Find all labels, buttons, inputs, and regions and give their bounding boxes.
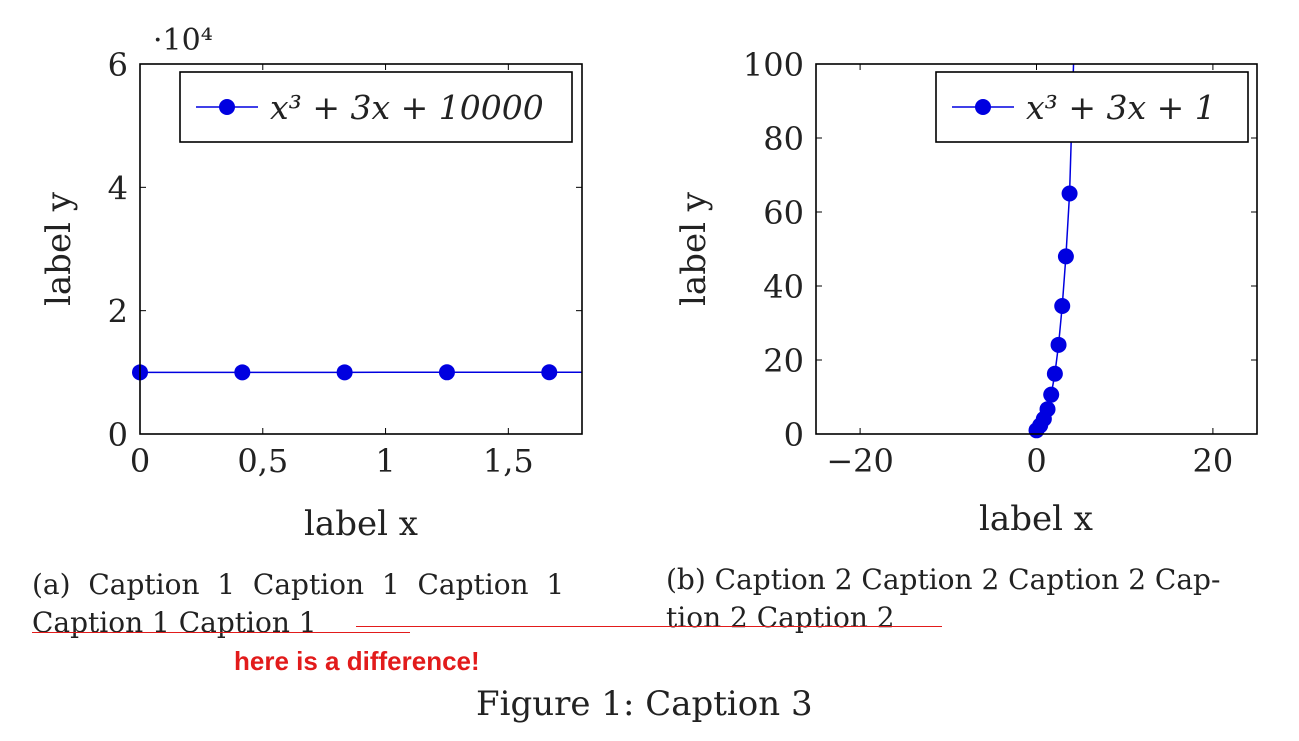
chart-a-grid-ticks [139,63,582,435]
chart-b: −20 0 20 0 20 40 60 80 100 label x label y x³ + … [674,46,1258,539]
chart-b-legend: x³ + 3x + 1 [935,71,1249,143]
a-xtick-label: 0,5 [237,442,288,480]
b-ytick-label: 80 [763,120,804,158]
b-data-point [1039,401,1056,418]
b-data-point [1057,248,1074,265]
b-data-point [1046,365,1063,382]
figure-caption: Figure 1: Caption 3 [476,684,813,724]
b-data-point [1050,336,1067,353]
caption-a-line2: Caption 1 Caption 1 [32,606,317,639]
a-ytick-label: 0 [108,416,128,454]
b-ytick-label: 100 [743,46,804,84]
a-xtick-label: 0 [130,442,150,480]
b-ytick-label: 60 [763,194,804,232]
chart-b-xlabel: label x [979,499,1093,539]
a-xtick-label: 1 [375,442,395,480]
a-ytick-label: 4 [108,169,128,207]
a-data-point [438,364,455,381]
chart-a-xlabel: label x [304,504,418,544]
b-ytick-label: 20 [763,342,804,380]
caption-a-line1: (a) Caption 1 Caption 1 Caption 1 [32,568,565,601]
b-ytick-label: 0 [784,416,804,454]
a-xtick-label: 1,5 [483,442,534,480]
a-ytick-label: 2 [108,293,128,331]
chart-a-ticklabels: 0 0,5 1 1,5 0 2 4 6 [108,46,534,480]
difference-annotation: here is a difference! [234,646,480,676]
chart-a-plot-frame [139,63,583,435]
b-xtick-label: 20 [1193,442,1234,480]
chart-a-legend: x³ + 3x + 10000 [179,71,573,143]
chart-b-ylabel: label y [674,191,714,306]
chart-a-legend-marker [219,99,235,115]
chart-a-scale-label: ·10⁴ [153,23,213,58]
chart-b-plot-frame [815,63,1258,435]
chart-a: 0 0,5 1 1,5 0 2 4 6 ·10⁴ label x label y x³ + 3… [39,23,583,544]
b-data-point [1054,297,1071,314]
chart-b-series [1028,63,1078,439]
caption-b-line1: (b) Caption 2 Caption 2 Caption 2 Cap- [666,563,1221,596]
chart-a-ylabel: label y [39,191,79,306]
a-data-point [336,364,353,381]
b-ytick-label: 40 [763,268,804,306]
chart-a-series [132,364,582,381]
difference-underline-a [32,632,410,633]
a-ytick-label: 6 [108,46,128,84]
chart-b-legend-marker [975,99,991,115]
caption-b-line2: tion 2 Caption 2 [666,601,895,634]
chart-b-ticklabels: −20 0 20 0 20 40 60 80 100 [743,46,1233,480]
a-data-point [541,364,558,381]
chart-a-legend-label: x³ + 3x + 10000 [270,88,544,127]
chart-b-legend-label: x³ + 3x + 1 [1026,88,1216,127]
b-xtick-label: −20 [826,442,894,480]
b-data-point [1043,386,1060,403]
b-xtick-label: 0 [1026,442,1046,480]
a-data-point [234,364,251,381]
b-data-point [1061,185,1078,202]
difference-underline-b [356,626,942,627]
